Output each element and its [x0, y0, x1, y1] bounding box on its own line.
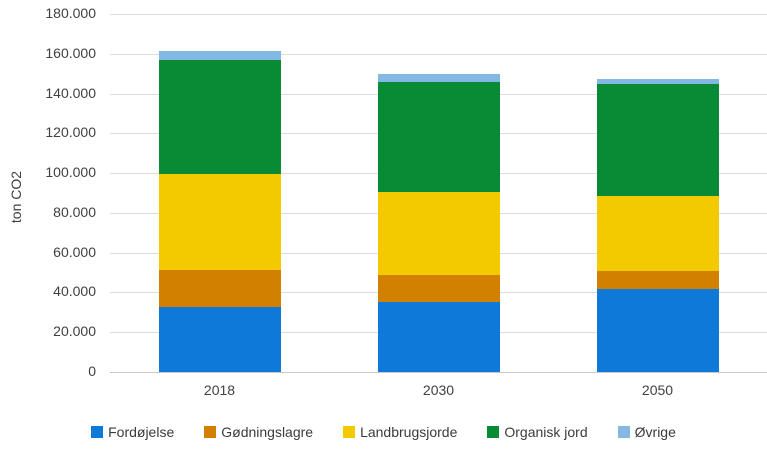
bar-2030: [377, 73, 500, 372]
bar-segment-organisk-jord: [596, 83, 719, 196]
bar-segment-organisk-jord: [377, 81, 500, 193]
gridline: [110, 14, 767, 15]
legend-label: Øvrige: [634, 424, 676, 440]
legend-item-g-dningslagre: Gødningslagre: [204, 424, 313, 440]
legend-item-organisk-jord: Organisk jord: [487, 424, 588, 440]
legend-swatch-icon: [204, 426, 217, 438]
bar-segment--vrige: [377, 73, 500, 82]
y-tick-label: 60.000: [53, 243, 96, 260]
y-tick-label: 180.000: [45, 5, 96, 21]
legend-label: Fordøjelse: [108, 424, 175, 440]
bar-segment-ford-jelse: [158, 307, 281, 372]
legend-item--vrige: Øvrige: [617, 424, 676, 440]
x-tick-label: 2018: [203, 382, 236, 398]
legend-item-landbrugsjorde: Landbrugsjorde: [343, 424, 457, 440]
legend-swatch-icon: [343, 426, 356, 438]
x-tick-label: 2030: [422, 382, 455, 398]
x-tick-label: 2050: [641, 382, 674, 398]
bar-segment--vrige: [596, 78, 719, 84]
bar-segment-g-dningslagre: [596, 270, 719, 290]
gridline: [110, 372, 767, 373]
y-tick-label: 140.000: [45, 84, 96, 101]
y-tick-label: 160.000: [45, 44, 96, 61]
y-tick-label: 40.000: [53, 283, 96, 300]
legend-label: Organisk jord: [504, 424, 588, 440]
legend-swatch-icon: [487, 426, 500, 438]
legend-swatch-icon: [617, 426, 630, 438]
bar-segment-landbrugsjorde: [596, 196, 719, 271]
y-tick-label: 80.000: [53, 203, 96, 220]
bar-segment-landbrugsjorde: [158, 174, 281, 270]
bar-2050: [596, 78, 719, 372]
bar-segment-landbrugsjorde: [377, 192, 500, 275]
bar-segment--vrige: [158, 50, 281, 60]
y-tick-label: 100.000: [45, 164, 96, 181]
bar-segment-ford-jelse: [377, 302, 500, 372]
bar-segment-ford-jelse: [596, 289, 719, 372]
bar-segment-organisk-jord: [158, 59, 281, 175]
bar-segment-g-dningslagre: [377, 274, 500, 303]
bar-segment-g-dningslagre: [158, 269, 281, 308]
legend-swatch-icon: [91, 426, 104, 438]
legend-item-ford-jelse: Fordøjelse: [91, 424, 174, 440]
y-tick-label: 0: [88, 363, 96, 379]
gridline: [110, 53, 767, 55]
legend: Fordøjelse Gødningslagre Landbrugsjorde Org…: [0, 424, 767, 440]
legend-label: Landbrugsjorde: [360, 424, 458, 440]
legend-label: Gødningslagre: [221, 424, 314, 440]
y-tick-label: 120.000: [45, 124, 96, 141]
bar-2018: [158, 50, 281, 372]
y-tick-label: 20.000: [53, 323, 96, 340]
